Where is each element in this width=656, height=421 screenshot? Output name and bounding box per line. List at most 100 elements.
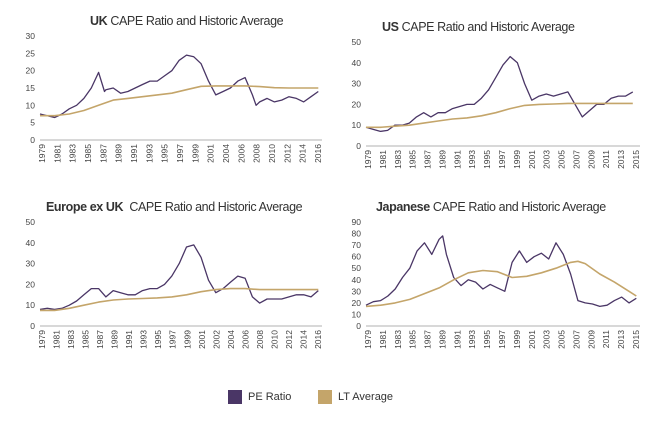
x-tick-label: 2004 xyxy=(226,330,236,349)
x-tick-label: 1979 xyxy=(37,144,47,163)
x-tick-label: 2010 xyxy=(267,144,277,163)
x-tick-label: 2001 xyxy=(527,150,537,169)
chart-title: Europe ex UK CAPE Ratio and Historic Ave… xyxy=(46,200,303,214)
x-tick-label: 2001 xyxy=(197,330,207,349)
x-tick-label: 1997 xyxy=(175,144,185,163)
y-tick-label: 10 xyxy=(352,309,362,319)
legend-swatch-pe xyxy=(228,390,242,404)
x-tick-label: 2011 xyxy=(601,330,611,349)
y-tick-label: 30 xyxy=(26,259,36,269)
y-tick-label: 5 xyxy=(30,118,35,128)
chart-title-rest: CAPE Ratio and Historic Average xyxy=(123,200,303,214)
x-tick-label: 1997 xyxy=(497,150,507,169)
x-tick-label: 2003 xyxy=(542,330,552,349)
y-tick-label: 40 xyxy=(352,275,362,285)
chart-title: Japanese CAPE Ratio and Historic Average xyxy=(376,200,606,214)
x-tick-label: 2005 xyxy=(557,150,567,169)
x-tick-label: 1979 xyxy=(37,330,47,349)
y-tick-label: 0 xyxy=(356,321,361,331)
uk-cape-plot: 0 5 10 15 20 25 30 1979 1981 1983 1985 1987 1989 1991… xyxy=(26,31,323,163)
pe-ratio-line xyxy=(39,54,319,119)
y-tick-label: 80 xyxy=(352,229,362,239)
us-cape-plot: 0 10 20 30 40 50 1979 1981 1983 1985 1987 1989 1991 1… xyxy=(352,37,641,169)
pe-ratio-line xyxy=(365,55,634,133)
y-tick-label: 20 xyxy=(26,66,36,76)
x-tick-label: 1983 xyxy=(66,330,76,349)
x-tick-label: 1993 xyxy=(139,330,149,349)
x-tick-label: 2014 xyxy=(298,144,308,163)
x-tick-label: 1991 xyxy=(452,330,462,349)
legend-item-lt: LT Average xyxy=(318,390,393,404)
x-tick-label: 1999 xyxy=(190,144,200,163)
chart-legend: PE Ratio LT Average xyxy=(228,390,488,408)
chart-title-bold: Europe ex UK xyxy=(46,200,124,214)
legend-label-pe: PE Ratio xyxy=(248,391,292,403)
x-tick-label: 2015 xyxy=(631,330,641,349)
y-tick-label: 30 xyxy=(352,286,362,296)
x-tick-label: 1997 xyxy=(497,330,507,349)
x-tick-label: 2005 xyxy=(557,330,567,349)
x-tick-label: 1989 xyxy=(114,144,124,163)
x-tick-label: 2004 xyxy=(221,144,231,163)
x-tick-label: 1997 xyxy=(168,330,178,349)
chart-title-bold: UK xyxy=(90,14,108,28)
y-tick-label: 70 xyxy=(352,240,362,250)
x-tick-label: 1989 xyxy=(437,330,447,349)
chart-title-bold: Japanese xyxy=(376,200,430,214)
y-tick-label: 10 xyxy=(26,300,36,310)
x-tick-label: 1991 xyxy=(124,330,134,349)
x-tick-label: 1983 xyxy=(393,150,403,169)
x-tick-label: 1981 xyxy=(52,330,62,349)
y-tick-label: 10 xyxy=(352,120,362,130)
lt-average-line xyxy=(365,260,637,308)
y-tick-label: 0 xyxy=(356,141,361,151)
y-tick-label: 30 xyxy=(352,79,362,89)
pe-ratio-line xyxy=(365,235,637,308)
y-tick-label: 0 xyxy=(30,135,35,145)
legend-label-lt: LT Average xyxy=(338,391,394,403)
x-tick-label: 2013 xyxy=(616,150,626,169)
x-tick-label: 1999 xyxy=(512,330,522,349)
x-tick-label: 1993 xyxy=(467,330,477,349)
pe-ratio-line xyxy=(39,244,319,311)
x-tick-label: 1985 xyxy=(81,330,91,349)
us-cape-chart: US CAPE Ratio and Historic Average 0 10 20… xyxy=(336,20,646,190)
x-tick-label: 2016 xyxy=(313,330,323,349)
y-tick-label: 60 xyxy=(352,252,362,262)
x-tick-label: 2013 xyxy=(616,330,626,349)
y-tick-label: 50 xyxy=(26,217,36,227)
europe-cape-plot: 0 10 20 30 40 50 1979 1981 1983 1985 1987 1989 1991 1… xyxy=(26,217,323,349)
x-tick-label: 2012 xyxy=(282,144,292,163)
x-tick-label: 1989 xyxy=(110,330,120,349)
x-tick-label: 1981 xyxy=(52,144,62,163)
x-tick-label: 2006 xyxy=(240,330,250,349)
lt-average-line xyxy=(40,85,319,117)
x-tick-label: 2015 xyxy=(631,150,641,169)
y-tick-label: 50 xyxy=(352,263,362,273)
y-tick-label: 20 xyxy=(352,99,362,109)
x-tick-label: 2007 xyxy=(571,150,581,169)
y-tick-label: 40 xyxy=(352,58,362,68)
lt-average-line xyxy=(40,287,319,312)
chart-title-bold: US xyxy=(382,20,399,34)
y-tick-label: 20 xyxy=(352,298,362,308)
x-tick-label: 1987 xyxy=(95,330,105,349)
x-tick-label: 2006 xyxy=(236,144,246,163)
x-tick-label: 1987 xyxy=(98,144,108,163)
x-tick-label: 1983 xyxy=(393,330,403,349)
chart-title-rest: CAPE Ratio and Historic Average xyxy=(107,14,284,28)
uk-cape-chart: UK CAPE Ratio and Historic Average 0 5 10 1… xyxy=(10,14,328,184)
chart-title: US CAPE Ratio and Historic Average xyxy=(382,20,575,34)
lt-average-line xyxy=(366,102,633,129)
x-tick-label: 2001 xyxy=(206,144,216,163)
x-tick-label: 2008 xyxy=(252,144,262,163)
x-tick-label: 1995 xyxy=(482,330,492,349)
x-tick-label: 2010 xyxy=(269,330,279,349)
y-tick-label: 30 xyxy=(26,31,36,41)
x-tick-label: 1995 xyxy=(482,150,492,169)
x-tick-label: 2007 xyxy=(571,330,581,349)
x-tick-label: 1983 xyxy=(68,144,78,163)
x-tick-label: 1995 xyxy=(160,144,170,163)
x-tick-label: 2002 xyxy=(211,330,221,349)
y-tick-label: 50 xyxy=(352,37,362,47)
